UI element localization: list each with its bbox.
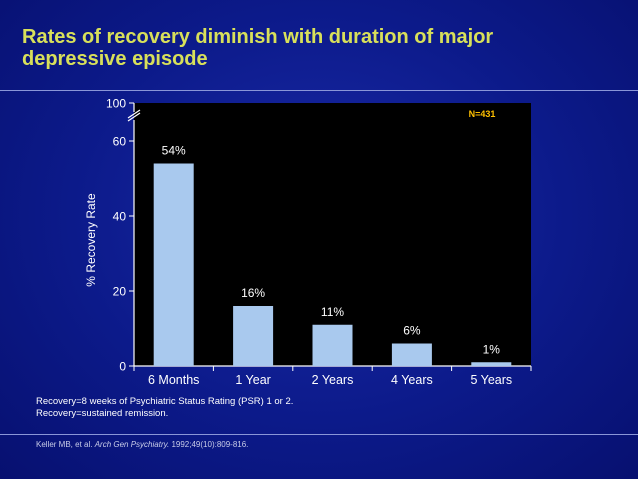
y-axis-title: % Recovery Rate: [84, 193, 98, 287]
footnote-line2: Recovery=sustained remission.: [36, 407, 169, 419]
data-label-1: 54%: [162, 144, 186, 158]
citation: Keller MB, et al. Arch Gen Psychiatry. 1…: [36, 440, 248, 449]
sample-size-annotation: N=431: [469, 109, 496, 119]
y-tick-label: 0: [119, 360, 126, 374]
x-tick-label-3: 2 Years: [312, 373, 354, 387]
footnote: Recovery=8 weeks of Psychiatric Status R…: [36, 396, 293, 419]
data-label-5: 1%: [483, 342, 501, 356]
bottom-divider: [0, 434, 638, 435]
x-tick-label-5: 5 Years: [470, 373, 512, 387]
data-label-4: 6%: [403, 324, 421, 338]
citation-journal: Arch Gen Psychiatry.: [94, 440, 170, 449]
plot-area: [134, 103, 531, 366]
citation-details: 1992;49(10):809-816.: [169, 440, 249, 449]
footnote-line1: Recovery=8 weeks of Psychiatric Status R…: [36, 396, 294, 407]
slide-title-line2: depressive episode: [22, 48, 208, 70]
slide-title-line1: Rates of recovery diminish with duration…: [22, 26, 494, 48]
citation-authors: Keller MB, et al.: [36, 440, 95, 449]
axis-break-mark-1: [127, 112, 141, 122]
data-label-3: 11%: [321, 305, 344, 319]
bar-2: [233, 306, 274, 366]
slide-title: Rates of recovery diminish with duration…: [22, 26, 622, 70]
y-tick-label: 60: [113, 135, 127, 149]
bar-5: [471, 362, 512, 366]
y-tick-label: 40: [113, 210, 127, 224]
top-divider: [0, 90, 638, 91]
x-tick-label-2: 1 Year: [235, 373, 270, 387]
x-tick-label-4: 4 Years: [391, 373, 433, 387]
bar-3: [312, 324, 353, 366]
y-tick-label: 20: [113, 285, 127, 299]
data-label-2: 16%: [241, 286, 265, 300]
x-tick-label-1: 6 Months: [148, 373, 199, 387]
axis-break-mark-2: [127, 109, 141, 119]
y-tick-label-break: 100: [106, 97, 126, 111]
bar-4: [391, 343, 432, 366]
bar-1: [153, 163, 194, 366]
